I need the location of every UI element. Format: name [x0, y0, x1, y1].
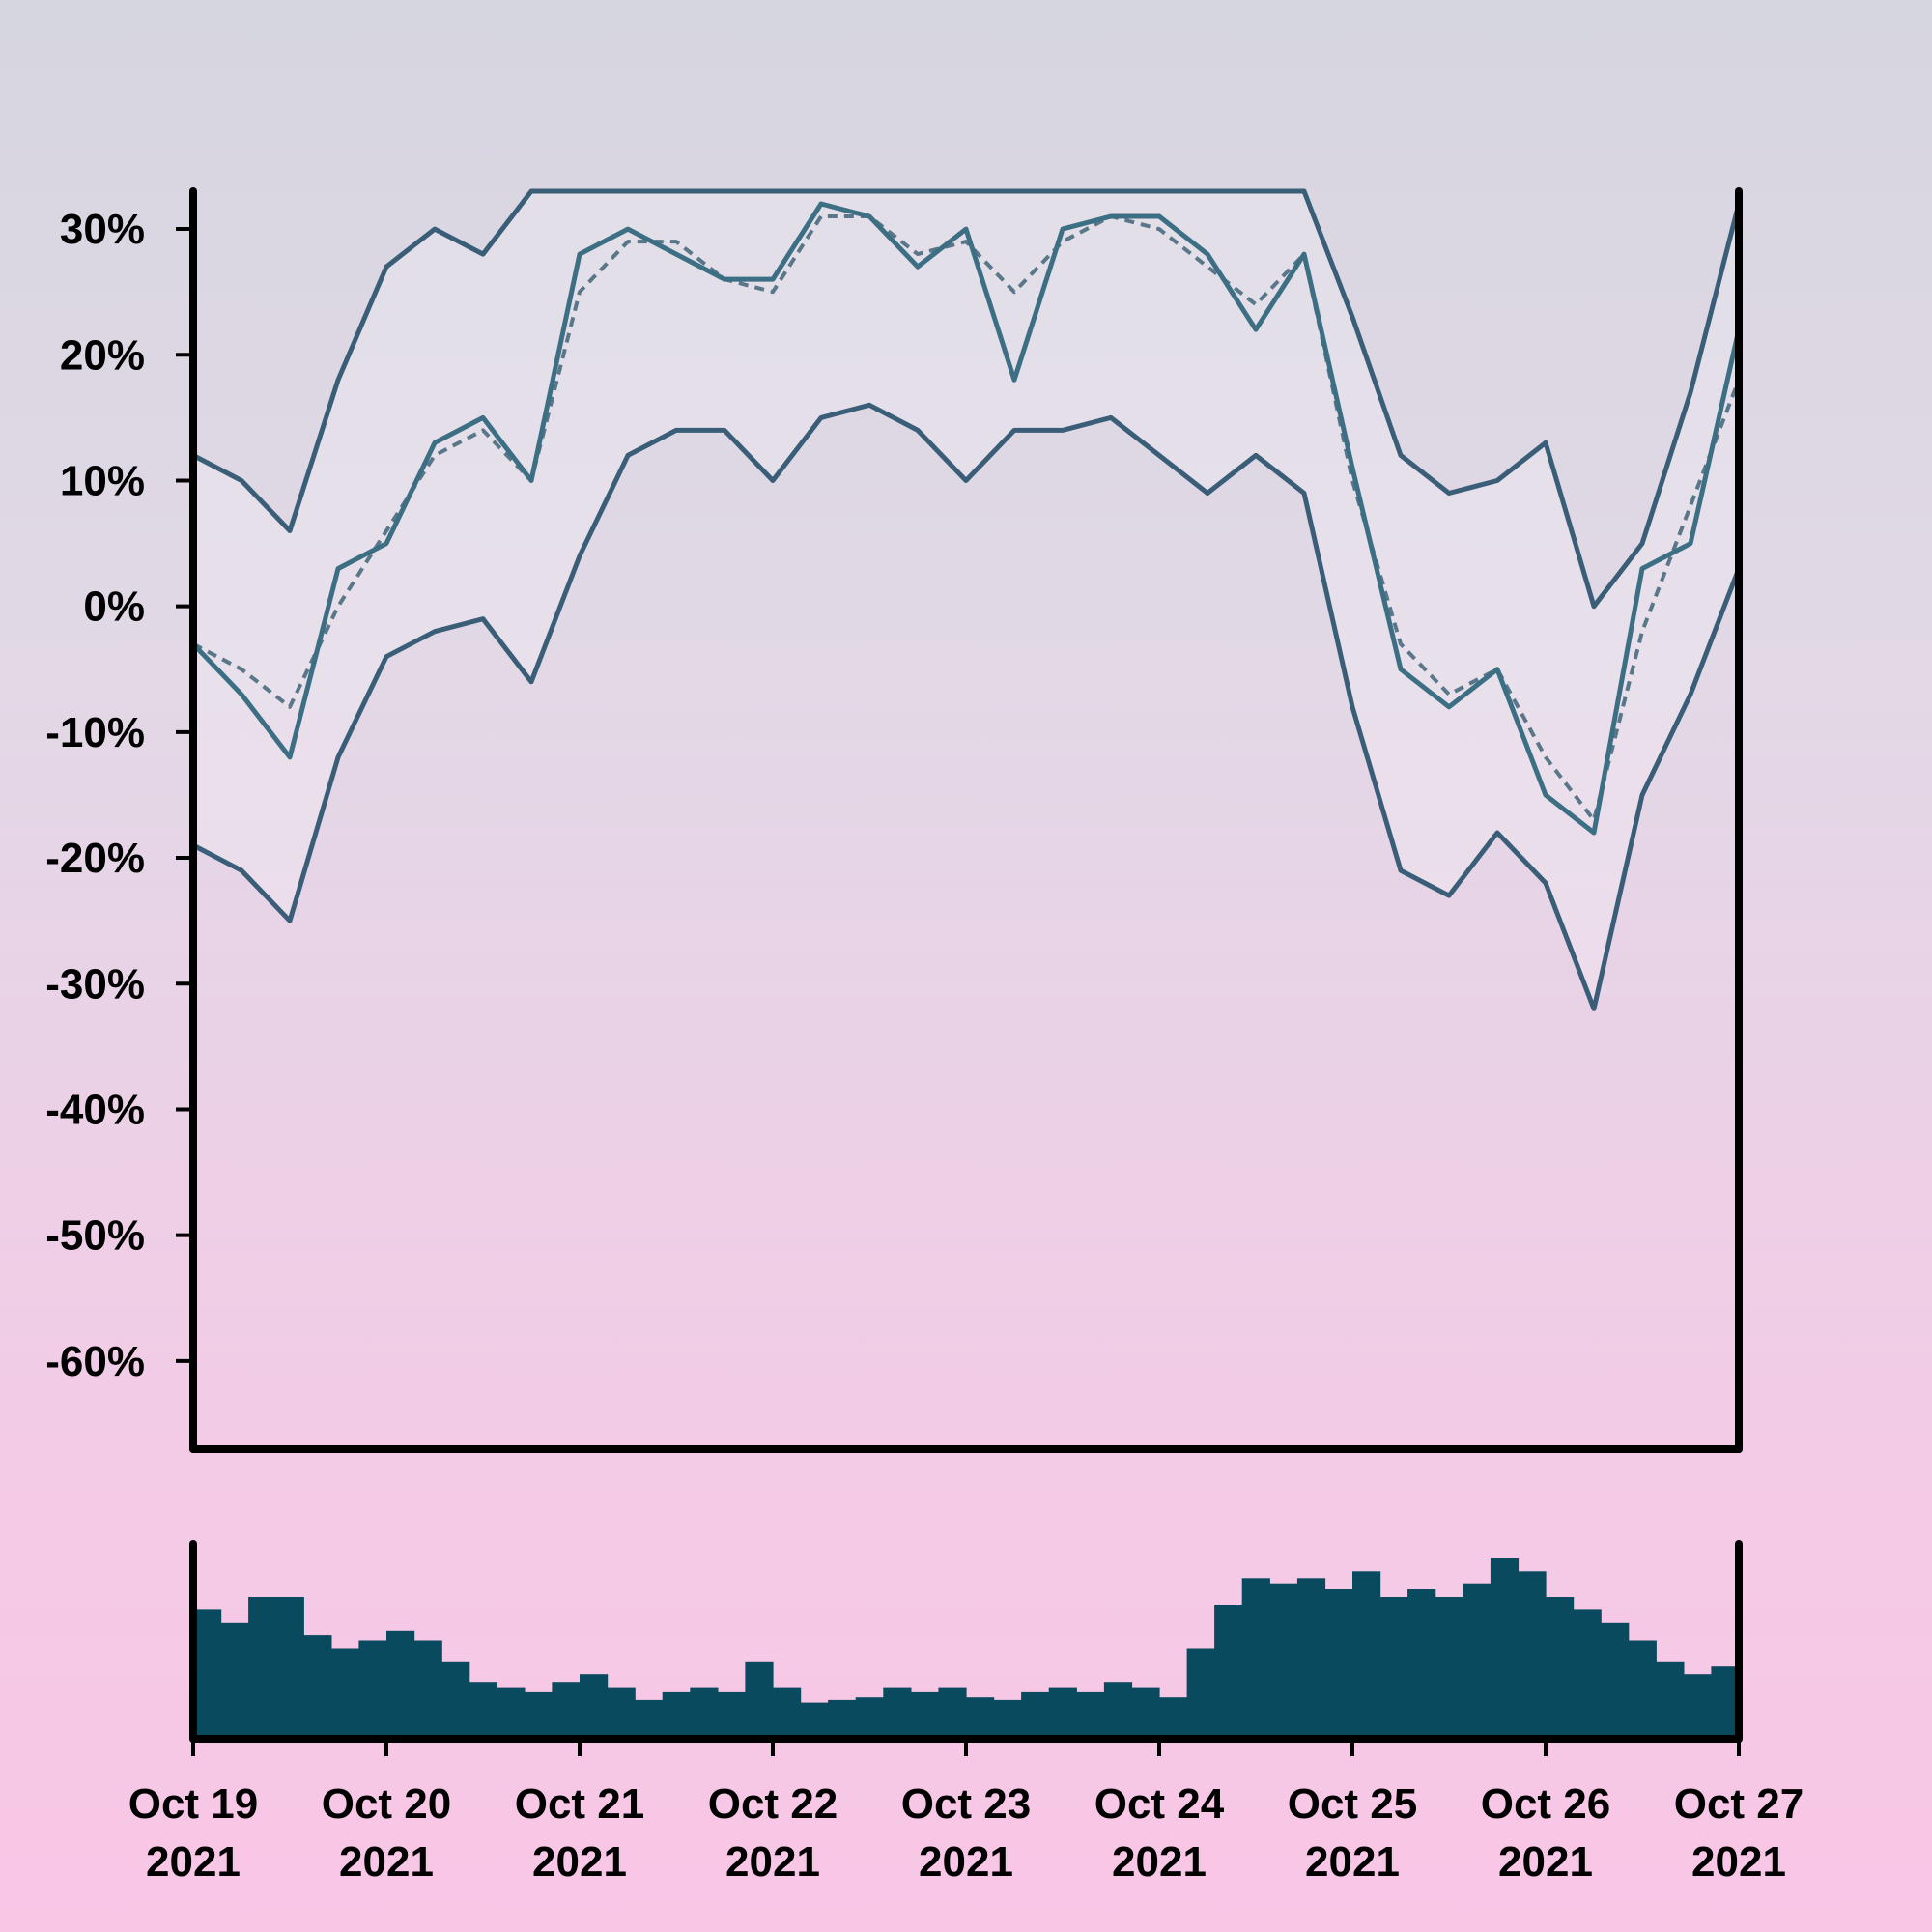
volume-bar — [1518, 1571, 1547, 1739]
x-tick-label: Oct 19 — [128, 1780, 259, 1828]
volume-bar — [1159, 1697, 1188, 1739]
y-tick-label: -50% — [45, 1212, 145, 1260]
volume-bar — [717, 1691, 747, 1739]
volume-bar — [1711, 1666, 1740, 1739]
volume-bar — [773, 1687, 802, 1739]
volume-bar — [662, 1691, 691, 1739]
volume-bar — [1407, 1589, 1436, 1739]
volume-bar — [938, 1687, 967, 1739]
volume-bar — [966, 1697, 995, 1739]
volume-bar — [1463, 1583, 1492, 1739]
x-tick-year: 2021 — [1112, 1838, 1207, 1886]
y-tick-label: -30% — [45, 960, 145, 1008]
moving-average-line — [192, 214, 1741, 822]
price-line — [191, 201, 1742, 836]
y-tick-label: 0% — [83, 583, 145, 631]
volume-bar — [1379, 1597, 1408, 1739]
volume-bar — [1296, 1578, 1326, 1739]
volume-bars — [193, 1558, 1740, 1739]
x-tick-year: 2021 — [1498, 1838, 1593, 1886]
volume-bar — [910, 1691, 940, 1739]
volume-bar — [1573, 1609, 1602, 1739]
x-tick-label: Oct 20 — [322, 1780, 452, 1828]
y-tick-label: 20% — [60, 331, 145, 379]
volume-bar — [635, 1699, 664, 1739]
y-tick-label: -10% — [45, 709, 145, 756]
volume-bar — [690, 1687, 719, 1739]
volume-bar — [524, 1691, 554, 1739]
band-fill — [193, 191, 1739, 1009]
volume-bar — [193, 1609, 222, 1739]
volume-bar — [1021, 1691, 1050, 1739]
volume-bar — [497, 1687, 526, 1739]
x-tick-label: Oct 23 — [901, 1780, 1032, 1828]
volume-bar — [469, 1682, 497, 1739]
y-tick-label: 30% — [60, 206, 145, 253]
y-tick-label: -60% — [45, 1338, 145, 1385]
volume-bar — [800, 1702, 829, 1739]
volume-bar — [1214, 1605, 1243, 1739]
volume-bar — [1048, 1687, 1077, 1739]
volume-bar — [1103, 1682, 1133, 1739]
volume-bar — [1628, 1640, 1657, 1739]
bollinger-bands — [191, 188, 1742, 1011]
x-tick-label: Oct 22 — [708, 1780, 838, 1828]
x-tick-label: Oct 24 — [1094, 1780, 1225, 1828]
volume-bar — [330, 1648, 360, 1739]
volume-bar — [855, 1697, 884, 1739]
volume-bar — [441, 1661, 470, 1739]
volume-bar — [303, 1635, 332, 1739]
volume-bar — [552, 1682, 581, 1739]
y-tick-label: -40% — [45, 1086, 145, 1133]
x-tick-year: 2021 — [1691, 1838, 1786, 1886]
volume-bar — [1683, 1674, 1713, 1739]
volume-bar — [1186, 1648, 1215, 1739]
y-axis-ticks: 30% 20% 10% 0% -10% -20% -30% -40% -50% -60% — [45, 206, 193, 1385]
volume-bar — [1324, 1589, 1353, 1739]
volume-bar — [275, 1597, 304, 1739]
volume-bar — [828, 1699, 857, 1739]
volume-bar — [1435, 1597, 1463, 1739]
x-tick-year: 2021 — [532, 1838, 627, 1886]
main-plot-area: 30% 20% 10% 0% -10% -20% -30% -40% -50% -60% — [45, 187, 1743, 1453]
volume-bar — [1656, 1661, 1685, 1739]
volume-bar — [1601, 1622, 1630, 1739]
volume-bar — [1490, 1558, 1520, 1739]
volume-bar — [993, 1699, 1022, 1739]
volume-bar — [1352, 1571, 1381, 1739]
y-tick-label: -20% — [45, 835, 145, 882]
x-tick-label: Oct 26 — [1481, 1780, 1611, 1828]
volume-plot-area: Oct 19 2021 Oct 20 2021 Oct 21 2021 Oct 22 2021… — [128, 1540, 1804, 1886]
x-axis-ticks: Oct 19 2021 Oct 20 2021 Oct 21 2021 Oct 22 2021… — [128, 1739, 1804, 1886]
upper-band-line — [191, 188, 1742, 610]
volume-bar — [1076, 1691, 1105, 1739]
volume-bar — [1131, 1687, 1160, 1739]
volume-bar — [413, 1640, 442, 1739]
volume-bar — [248, 1597, 277, 1739]
x-tick-year: 2021 — [1305, 1838, 1400, 1886]
volume-bar — [358, 1640, 387, 1739]
x-tick-year: 2021 — [919, 1838, 1013, 1886]
lower-band-line — [191, 402, 1742, 1011]
x-tick-label: Oct 21 — [515, 1780, 645, 1828]
volume-bar — [745, 1661, 774, 1739]
x-tick-label: Oct 27 — [1674, 1780, 1804, 1828]
volume-bar — [386, 1630, 415, 1739]
x-tick-year: 2021 — [146, 1838, 241, 1886]
main-axes — [189, 187, 1743, 1453]
x-tick-label: Oct 25 — [1288, 1780, 1418, 1828]
volume-bar — [1241, 1578, 1270, 1739]
volume-bar — [883, 1687, 912, 1739]
x-tick-year: 2021 — [339, 1838, 434, 1886]
volume-bar — [580, 1674, 609, 1739]
price-lines — [191, 201, 1742, 836]
y-tick-label: 10% — [60, 457, 145, 504]
volume-bar — [220, 1622, 249, 1739]
volume-bar — [607, 1687, 636, 1739]
volume-bar — [1269, 1583, 1298, 1739]
x-tick-year: 2021 — [725, 1838, 820, 1886]
volume-bar — [1546, 1597, 1575, 1739]
